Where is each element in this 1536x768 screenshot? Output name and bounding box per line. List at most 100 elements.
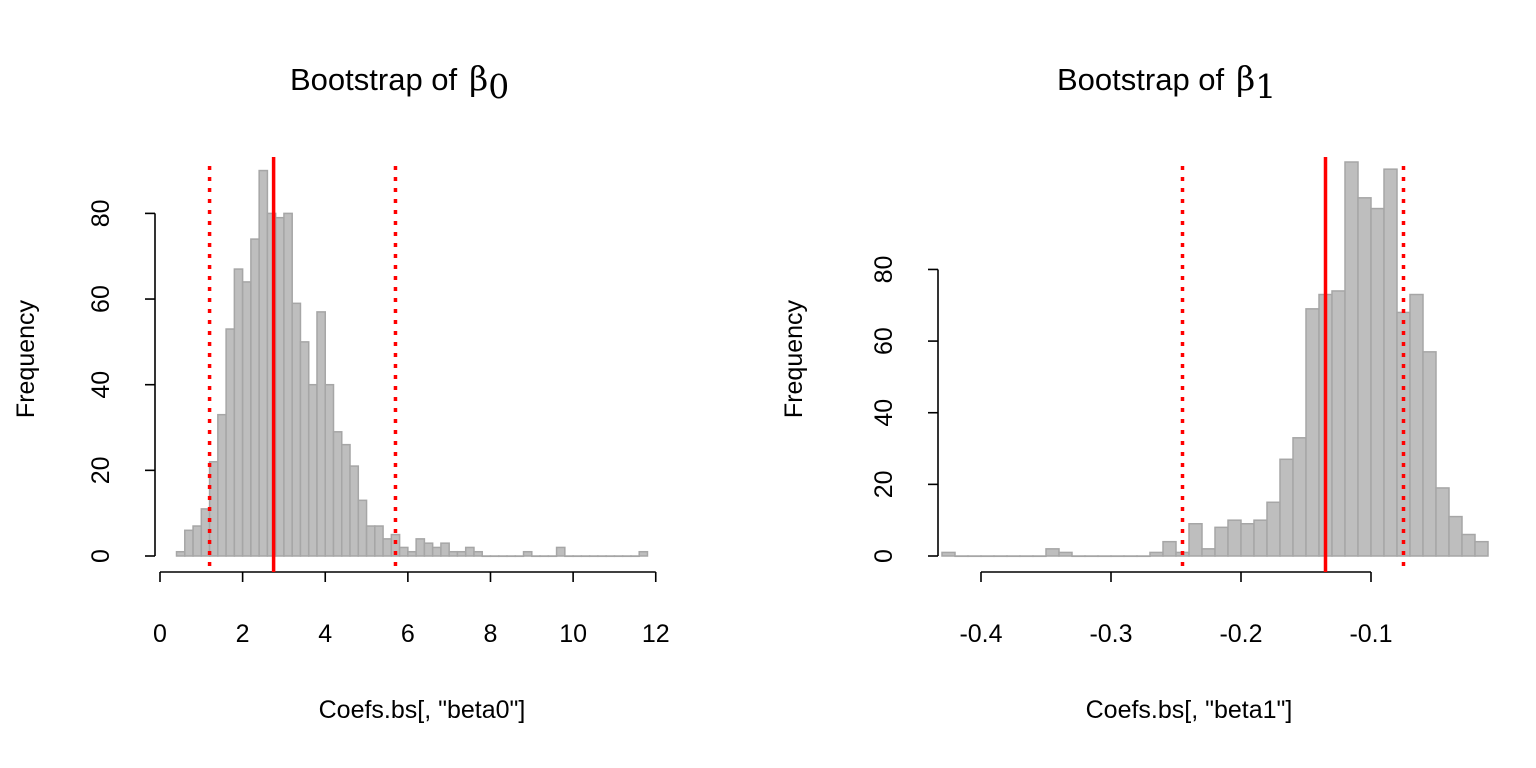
histogram-bar (941, 551, 956, 557)
histogram-bar (448, 550, 459, 557)
histogram-bar (1227, 519, 1242, 557)
histogram-bar (1435, 487, 1450, 557)
histogram-bar (299, 341, 310, 557)
y-tick-label: 60 (870, 327, 898, 355)
histogram-bar (1383, 168, 1398, 557)
histogram-bar (1409, 293, 1424, 557)
title-subscript: 1 (1255, 67, 1276, 106)
histogram-bar (217, 413, 227, 557)
histogram-bar (324, 383, 335, 557)
x-tick-label: -0.3 (1089, 620, 1132, 648)
reference-lines (1180, 157, 1406, 572)
title-text: Bootstrap of (1057, 62, 1225, 97)
histogram-bar (1305, 308, 1320, 557)
bars (175, 169, 649, 558)
histogram-bar (225, 328, 236, 557)
histogram-bar (175, 550, 186, 557)
histogram-bar (291, 302, 302, 557)
histogram-bar (1188, 523, 1203, 557)
y-tick-label: 40 (87, 371, 115, 399)
y-tick-label: 20 (87, 456, 115, 484)
title-subscript: 0 (488, 67, 509, 106)
histogram-bar (274, 216, 285, 557)
histogram-bar (390, 533, 401, 557)
histogram-bar (1331, 290, 1346, 557)
histogram-bar (1461, 533, 1476, 557)
histogram-bar (341, 443, 351, 557)
y-tick-label: 0 (87, 549, 115, 563)
histogram-bar (1474, 540, 1489, 557)
histogram-bar (184, 529, 194, 557)
chart-title: Bootstrap of β0 (290, 59, 509, 106)
histogram-bar (1240, 523, 1255, 557)
histogram-bar (1357, 197, 1372, 557)
histogram-bar (1201, 548, 1216, 557)
histogram-bar (1344, 161, 1359, 557)
histogram-bar (357, 499, 368, 557)
bars (941, 161, 1489, 558)
histogram-bar (473, 550, 483, 557)
histogram-bar (415, 538, 426, 557)
histogram-bar (1422, 351, 1437, 557)
histogram-bar (233, 268, 244, 557)
histogram-bar (1058, 551, 1073, 557)
x-tick-label: -0.4 (959, 620, 1002, 648)
histogram-bar (1253, 519, 1268, 557)
histogram-bar (464, 546, 475, 557)
y-tick-label: 20 (870, 470, 898, 498)
histogram-bar (307, 383, 318, 557)
y-tick-label: 80 (87, 199, 115, 227)
x-axis-label: Coefs.bs[, "beta0"] (319, 696, 526, 724)
histogram-bar (440, 542, 450, 557)
histogram-bar (283, 212, 293, 557)
histogram-bar (192, 525, 203, 557)
histogram-bar (456, 550, 467, 557)
histogram-bar (1045, 548, 1060, 557)
histogram-bar (423, 542, 434, 557)
y-tick-label: 60 (87, 285, 115, 313)
axes: 0 2 4 6 8 10 12 0 20 40 60 80 (87, 199, 670, 648)
histogram-bar (332, 431, 343, 557)
histogram-bar (398, 546, 409, 557)
x-tick-label: 8 (484, 620, 498, 648)
histogram-bar (407, 550, 417, 557)
histogram-bar (258, 169, 269, 557)
x-tick-label: -0.1 (1349, 620, 1392, 648)
histogram-bar (522, 550, 533, 557)
histogram-bar (1214, 526, 1229, 557)
title-symbol: β (1236, 59, 1255, 98)
histogram-bar (1162, 540, 1177, 557)
y-tick-label: 40 (870, 399, 898, 427)
histogram-bar (1279, 458, 1294, 557)
histogram-bar (374, 525, 384, 557)
histogram-bar (1448, 515, 1463, 557)
histogram-bar (241, 281, 252, 557)
histogram-bar (250, 238, 260, 557)
y-tick-label: 80 (870, 256, 898, 284)
panel-beta0-histogram: Bootstrap of β0 Coefs.bs[, "beta0"] Frequ… (12, 59, 670, 724)
histogram-bar (1266, 501, 1281, 557)
histogram-bar (1149, 551, 1164, 557)
x-tick-label: 4 (318, 620, 332, 648)
histogram-bar (349, 465, 360, 557)
histogram-bar (365, 525, 376, 557)
x-tick-label: -0.2 (1219, 620, 1262, 648)
histogram-bar (638, 550, 649, 557)
x-tick-label: 6 (401, 620, 415, 648)
title-text: Bootstrap of (290, 62, 458, 97)
x-tick-label: 12 (642, 620, 670, 648)
title-symbol: β (469, 59, 488, 98)
histogram-bar (382, 538, 393, 557)
x-tick-label: 0 (153, 620, 167, 648)
y-axis-label: Frequency (780, 299, 808, 418)
histogram-bar (1292, 437, 1307, 557)
axes: -0.4 -0.3 -0.2 -0.1 0 20 40 60 80 (870, 256, 1393, 648)
y-tick-label: 0 (870, 549, 898, 563)
histogram-bar (1370, 207, 1385, 557)
y-axis-label: Frequency (12, 299, 40, 418)
histogram-bar (316, 311, 326, 557)
histogram-bar (555, 546, 566, 557)
chart-title: Bootstrap of β1 (1057, 59, 1276, 106)
histogram-bar (431, 546, 442, 557)
